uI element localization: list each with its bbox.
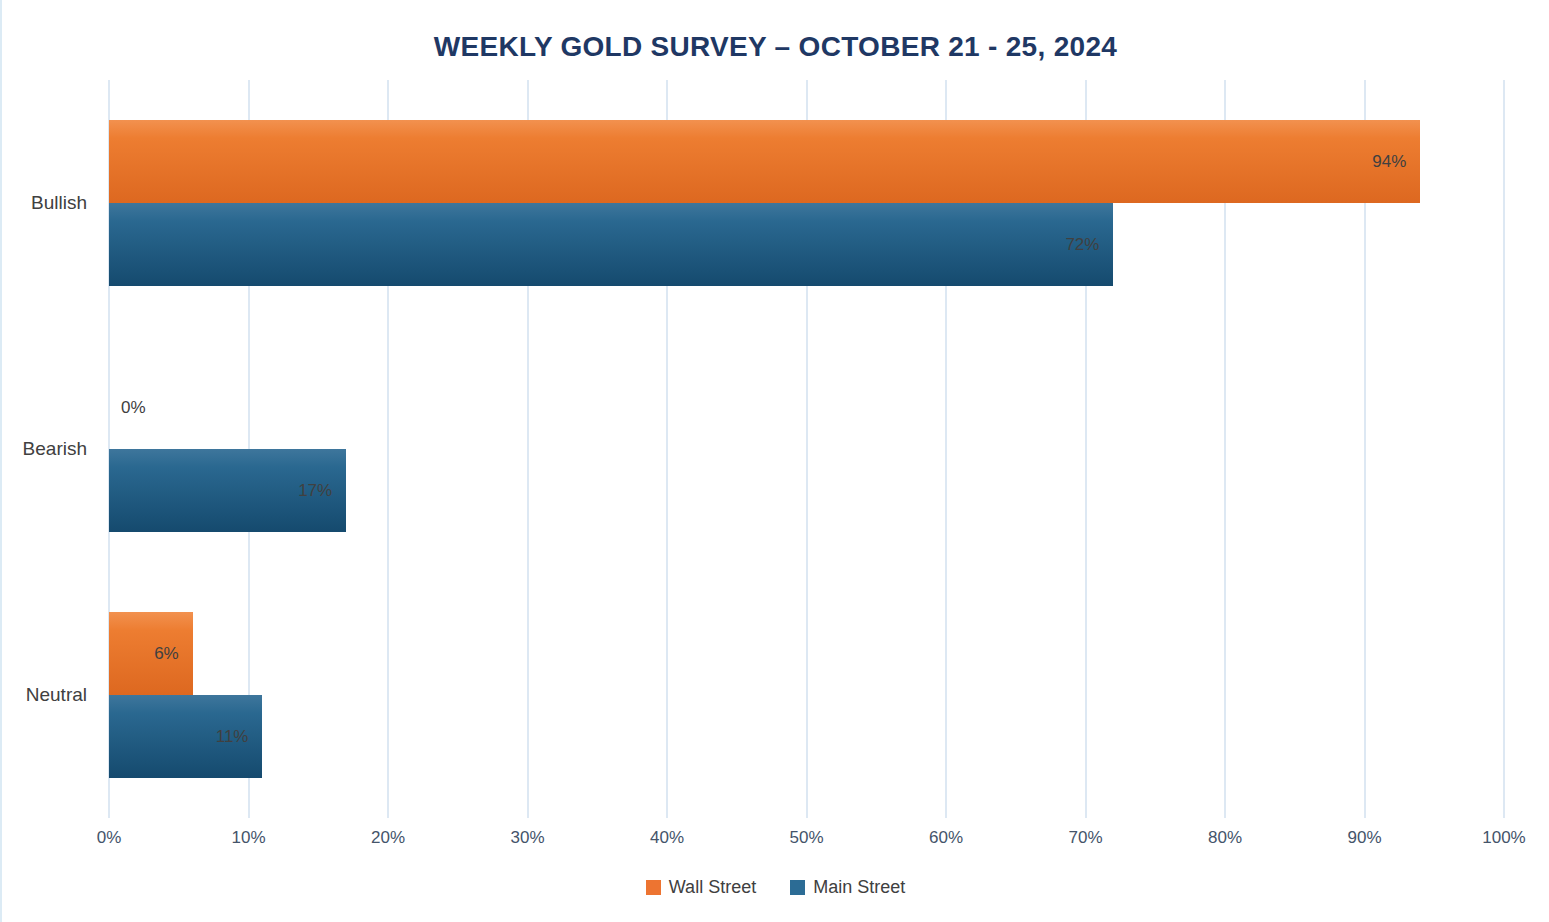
legend-item-main-street: Main Street [790, 877, 905, 898]
gridline [1503, 80, 1505, 818]
data-label: 94% [1372, 120, 1406, 203]
x-tick-label: 70% [1041, 828, 1131, 848]
bar-main-street [109, 203, 1113, 286]
category-label: Bullish [2, 191, 87, 215]
data-label: 17% [298, 449, 332, 532]
x-tick-label: 90% [1320, 828, 1410, 848]
data-label: 11% [216, 695, 249, 778]
data-label: 72% [1065, 203, 1099, 286]
x-axis-tick-labels: 0%10%20%30%40%50%60%70%80%90%100% [109, 828, 1504, 854]
legend-swatch-icon [646, 880, 661, 895]
x-tick-label: 0% [64, 828, 154, 848]
data-label: 6% [154, 612, 179, 695]
category-label: Bearish [2, 437, 87, 461]
x-tick-label: 100% [1459, 828, 1549, 848]
legend-label: Wall Street [669, 877, 756, 898]
x-tick-label: 10% [204, 828, 294, 848]
x-tick-label: 20% [343, 828, 433, 848]
gold-survey-bar-chart: WEEKLY GOLD SURVEY – OCTOBER 21 - 25, 20… [0, 0, 1549, 922]
x-tick-label: 30% [483, 828, 573, 848]
bar-wall-street [109, 120, 1420, 203]
legend-swatch-icon [790, 880, 805, 895]
bar-wall-street [109, 612, 193, 695]
plot-area: 94% 72% 0% 17% 6% 11% [109, 80, 1504, 818]
category-axis-labels: Bullish Bearish Neutral [2, 80, 92, 818]
legend-item-wall-street: Wall Street [646, 877, 756, 898]
x-tick-label: 40% [622, 828, 712, 848]
legend-label: Main Street [813, 877, 905, 898]
legend: Wall Street Main Street [2, 877, 1549, 898]
x-tick-label: 60% [901, 828, 991, 848]
data-label: 0% [121, 366, 146, 449]
chart-title: WEEKLY GOLD SURVEY – OCTOBER 21 - 25, 20… [2, 31, 1549, 63]
x-tick-label: 80% [1180, 828, 1270, 848]
x-tick-label: 50% [762, 828, 852, 848]
category-label: Neutral [2, 683, 87, 707]
